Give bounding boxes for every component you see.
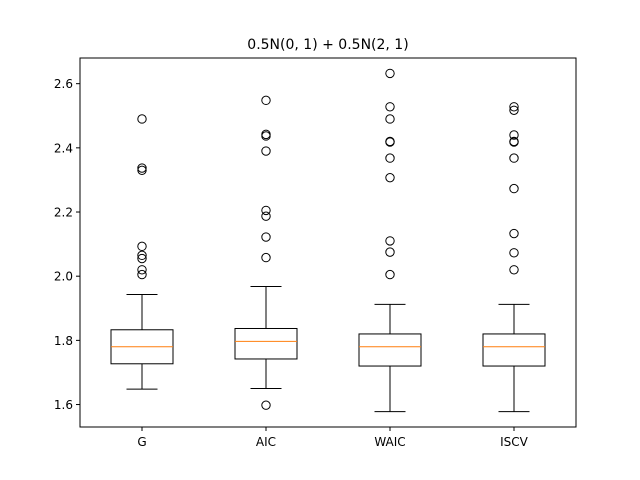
outlier-point <box>509 265 519 275</box>
outlier-point <box>261 232 271 242</box>
outlier-point <box>261 129 271 140</box>
outlier-point <box>385 153 395 163</box>
y-tick-label: 1.6 <box>54 398 73 412</box>
outlier-point <box>509 228 519 239</box>
outlier-point <box>385 172 395 183</box>
box-iqr <box>482 333 546 367</box>
outlier-point <box>385 102 395 112</box>
outlier-point <box>137 114 147 124</box>
outlier-point <box>385 247 395 257</box>
y-tick-label: 1.8 <box>54 334 73 348</box>
outlier-point <box>261 146 271 156</box>
plot-frame <box>79 57 577 428</box>
outlier-point <box>261 400 271 410</box>
x-tick-label: ISCV <box>500 435 529 449</box>
outlier-point <box>385 136 395 147</box>
outlier-point <box>137 163 147 173</box>
outlier-point <box>509 183 519 194</box>
outlier-point <box>137 250 147 261</box>
box-g <box>110 114 174 390</box>
outlier-point <box>509 105 519 116</box>
outlier-point <box>385 114 395 124</box>
x-tick-label: AIC <box>256 435 276 449</box>
outlier-point <box>137 241 147 252</box>
box-iscv <box>482 102 546 413</box>
outlier-point <box>137 165 147 176</box>
outlier-point <box>261 205 271 216</box>
outlier-point <box>261 211 271 221</box>
outlier-point <box>509 153 519 163</box>
y-tick-label: 2.2 <box>54 206 73 220</box>
box-aic <box>234 95 298 410</box>
box-waic <box>358 68 422 413</box>
outlier-point <box>385 236 395 246</box>
outlier-point <box>261 252 271 263</box>
outlier-point <box>137 253 147 264</box>
y-tick-label: 2.0 <box>54 270 73 284</box>
y-axis: 1.6 1.8 2.0 2.2 2.4 2.6 <box>54 77 80 412</box>
outlier-point <box>509 130 519 140</box>
outlier-point <box>509 102 519 112</box>
outlier-point <box>137 265 147 275</box>
outlier-point <box>261 95 271 106</box>
outlier-point <box>137 269 147 280</box>
outlier-point <box>509 248 519 258</box>
x-tick-label: WAIC <box>374 435 405 449</box>
y-tick-label: 2.4 <box>54 141 73 155</box>
chart-title: 0.5N(0, 1) + 0.5N(2, 1) <box>247 37 408 53</box>
boxes-layer <box>110 68 546 413</box>
x-axis: G AIC WAIC ISCV <box>137 427 529 449</box>
box-iqr <box>234 327 298 360</box>
x-tick-label: G <box>137 435 146 449</box>
y-tick-label: 2.6 <box>54 77 73 91</box>
box-iqr <box>358 333 422 367</box>
outlier-point <box>385 68 395 79</box>
outlier-point <box>385 269 395 280</box>
outlier-point <box>509 136 519 147</box>
